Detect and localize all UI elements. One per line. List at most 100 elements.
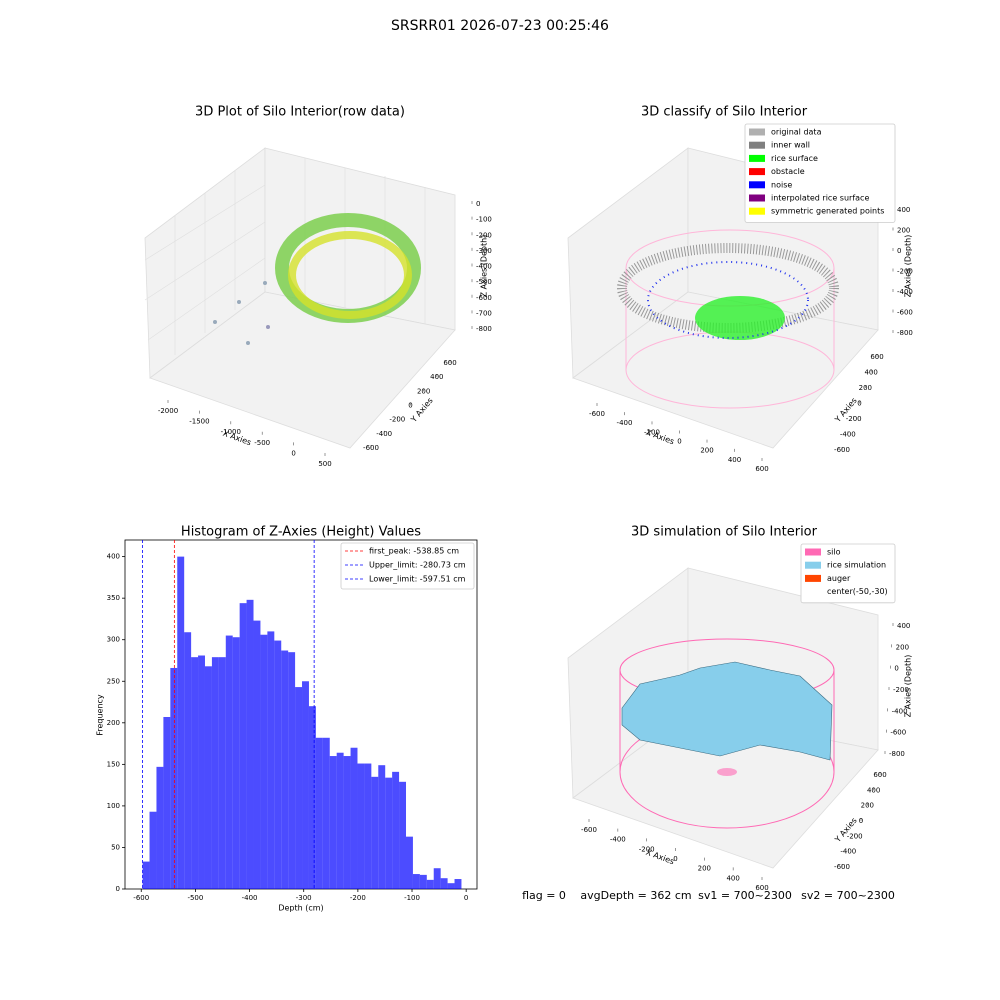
x-axis-label: Depth (cm) — [278, 904, 323, 913]
legend-swatch — [805, 574, 821, 582]
legend-box — [800, 543, 896, 604]
x-tick-label: 400 — [726, 874, 739, 882]
chart-title: 3D simulation of Silo Interior — [631, 525, 818, 540]
z-tick-label: 200 — [896, 643, 909, 651]
x-tick-label: -400 — [617, 419, 633, 427]
y-tick-label: 600 — [873, 771, 886, 779]
x-tick-label: -600 — [589, 410, 605, 418]
y-tick-label: 400 — [864, 369, 877, 377]
x-tick-label: 200 — [698, 865, 711, 873]
bar — [211, 657, 219, 889]
bar — [454, 879, 462, 889]
panel-3d-decor — [567, 567, 879, 869]
z-axis-label: Z Axies (Depth) — [904, 235, 913, 298]
x-tick-label: -100 — [404, 894, 420, 902]
y-tick-label: -600 — [363, 444, 379, 452]
legend-box — [340, 542, 475, 590]
bar — [156, 766, 164, 889]
z-tick-label: 0 — [894, 665, 898, 673]
y-tick-label: -400 — [840, 431, 856, 439]
z-tick-label: -400 — [476, 263, 492, 271]
legend-label: rice surface — [771, 154, 818, 163]
legend-label: interpolated rice surface — [771, 194, 869, 203]
legend-label: symmetric generated points — [771, 207, 884, 216]
chart-title: 3D classify of Silo Interior — [641, 105, 808, 120]
x-tick-label: 0 — [291, 449, 295, 457]
z-tick-label: 0 — [897, 247, 901, 255]
y-tick-label: 300 — [107, 636, 120, 644]
bar — [315, 737, 323, 889]
bar — [218, 657, 226, 889]
y-tick-label: 200 — [861, 802, 874, 810]
bar — [184, 632, 192, 889]
x-tick-label: 0 — [464, 894, 468, 902]
legend-label: obstacle — [771, 167, 805, 176]
y-tick-label: 150 — [107, 760, 120, 768]
z-tick-label: 400 — [897, 206, 910, 214]
legend-label: inner wall — [771, 141, 810, 150]
bar — [142, 861, 150, 889]
bar — [281, 650, 289, 889]
z-axis-label: Z Axies (Depth) — [904, 655, 913, 718]
legend-swatch — [805, 588, 821, 596]
z-tick-label: -200 — [897, 268, 913, 276]
bar — [288, 652, 296, 889]
legend-label: noise — [771, 180, 792, 189]
legend-swatch — [749, 168, 765, 176]
y-tick-label: 400 — [867, 786, 880, 794]
z-tick-label: -400 — [892, 707, 908, 715]
x-tick-label: 400 — [728, 456, 741, 464]
z-tick-label: -600 — [890, 729, 906, 737]
z-tick-label: -300 — [476, 247, 492, 255]
bar — [232, 637, 240, 889]
x-tick-label: 0 — [673, 855, 677, 863]
x-tick-label: -200 — [644, 428, 660, 436]
legend-swatch — [805, 561, 821, 569]
bar — [447, 883, 455, 889]
y-tick-label: 600 — [870, 353, 883, 361]
bar — [399, 781, 407, 889]
y-tick-label: -600 — [834, 863, 850, 871]
bar — [302, 681, 309, 889]
bar — [239, 603, 247, 889]
legend-swatch — [749, 207, 765, 215]
z-tick-label: 200 — [897, 227, 910, 235]
y-tick-label: -600 — [834, 446, 850, 454]
bar — [225, 635, 233, 889]
x-tick-label: 600 — [755, 465, 768, 473]
legend-swatch — [805, 548, 821, 556]
footer-text: sv1 = 700~2300 — [698, 889, 792, 902]
x-tick-label: -500 — [187, 894, 203, 902]
bar — [295, 687, 303, 889]
x-tick-label: 600 — [755, 884, 768, 892]
x-tick-label: -1500 — [189, 418, 209, 426]
bar — [329, 756, 337, 889]
x-tick-label: -500 — [254, 439, 270, 447]
bar — [204, 666, 212, 889]
y-tick-label: -400 — [840, 848, 856, 856]
y-tick-label: 200 — [417, 387, 430, 395]
z-tick-label: 400 — [897, 622, 910, 630]
z-tick-label: -200 — [476, 231, 492, 239]
x-tick-label: -2000 — [158, 407, 178, 415]
legend-box — [744, 123, 896, 223]
legend-label: Lower_limit: -597.51 cm — [369, 575, 466, 584]
legend-label: first_peak: -538.85 cm — [369, 547, 459, 556]
legend-swatch — [749, 181, 765, 189]
bar — [274, 640, 282, 889]
z-tick-label: -800 — [889, 750, 905, 758]
y-tick-label: 0 — [116, 885, 120, 893]
x-tick-label: -200 — [639, 845, 655, 853]
figure-title: SRSRR01 2026-07-23 00:25:46 — [391, 18, 609, 34]
legend-swatch — [749, 128, 765, 136]
bar — [191, 657, 199, 889]
y-tick-label: 350 — [107, 594, 120, 602]
z-tick-label: -800 — [476, 325, 492, 333]
z-tick-label: -600 — [476, 294, 492, 302]
y-tick-label: 400 — [430, 373, 443, 381]
bar — [357, 763, 365, 889]
bar — [336, 752, 344, 889]
y-tick-label: 0 — [857, 400, 861, 408]
y-tick-label: 50 — [111, 843, 120, 851]
z-axis-label: Z Axies (Depth) — [480, 235, 489, 298]
